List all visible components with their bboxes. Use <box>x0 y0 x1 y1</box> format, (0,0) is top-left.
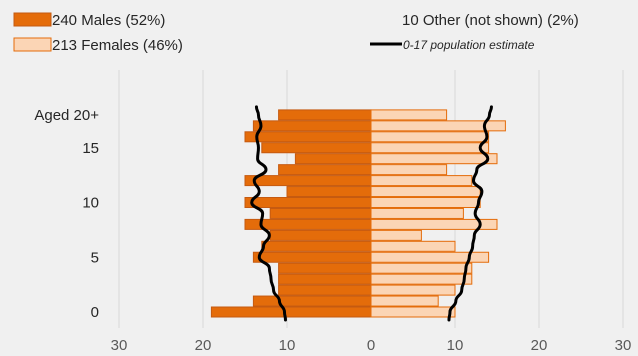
bar-male-4 <box>278 262 372 274</box>
bar-male-2 <box>278 284 372 296</box>
bar-male-15 <box>261 142 372 154</box>
bar-female-10 <box>370 197 481 208</box>
bar-female-3 <box>370 273 473 285</box>
estimate-line-male <box>250 105 287 322</box>
bar-female-8 <box>370 218 498 230</box>
legend-label-estimate: 0-17 population estimate <box>403 38 535 52</box>
bar-male-3 <box>278 273 372 285</box>
legend-label-other: 10 Other (not shown) (2%) <box>402 12 579 29</box>
bar-male-12 <box>244 175 372 187</box>
bar-female-6 <box>370 240 456 252</box>
population-estimate-lines <box>250 105 493 322</box>
bar-female-5 <box>370 251 490 263</box>
age-axis-labels: 0 5 10 15 Aged 20+ <box>34 107 99 321</box>
bar-female-1 <box>370 295 439 307</box>
bar-female-15 <box>370 142 490 154</box>
bar-female-7 <box>370 229 422 241</box>
bar-male-17 <box>252 120 372 132</box>
bar-female-4 <box>370 262 473 274</box>
legend-label-females: 213 Females (46%) <box>52 37 183 54</box>
bar-female-13 <box>370 164 448 176</box>
age-tick-0: 0 <box>91 304 99 321</box>
bar-female-17 <box>370 120 506 132</box>
x-tick-4: 10 <box>447 337 464 354</box>
estimate-line-female <box>447 105 493 322</box>
bar-female-9 <box>370 207 464 219</box>
x-tick-1: 20 <box>195 337 212 354</box>
age-tick-5: 5 <box>91 249 99 266</box>
bar-male-13 <box>278 164 372 176</box>
legend-swatch-males <box>13 12 52 27</box>
age-tick-15: 15 <box>82 140 99 157</box>
bar-female-14 <box>370 153 498 165</box>
bar-female-Aged-20+ <box>370 109 448 121</box>
x-tick-2: 10 <box>279 337 296 354</box>
bar-male-7 <box>269 229 372 241</box>
legend-swatch-females <box>13 37 52 52</box>
x-tick-3: 0 <box>367 337 375 354</box>
male-bars <box>210 109 372 318</box>
bar-female-12 <box>370 175 473 187</box>
x-tick-6: 30 <box>615 337 632 354</box>
legend-label-males: 240 Males (52%) <box>52 12 165 29</box>
bar-female-2 <box>370 284 456 296</box>
bar-male-0 <box>210 306 372 318</box>
bar-female-16 <box>370 131 490 143</box>
bar-female-0 <box>370 306 456 318</box>
bar-male-11 <box>286 186 372 198</box>
bar-male-6 <box>261 240 372 252</box>
bar-male-16 <box>244 131 372 143</box>
bar-male-14 <box>294 153 372 165</box>
bar-male-10 <box>244 197 372 208</box>
bar-male-5 <box>252 251 372 263</box>
female-bars <box>370 109 506 318</box>
age-tick-10: 10 <box>82 195 99 212</box>
bar-female-11 <box>370 186 481 198</box>
bar-male-1 <box>252 295 372 307</box>
count-axis-labels: 30 20 10 0 10 20 30 <box>111 337 632 354</box>
age-tick-Aged-20plus: Aged 20+ <box>34 107 99 124</box>
bar-male-Aged-20+ <box>278 109 372 121</box>
x-tick-0: 30 <box>111 337 128 354</box>
bar-male-9 <box>269 207 372 219</box>
x-tick-5: 20 <box>531 337 548 354</box>
legend: 240 Males (52%) 213 Females (46%) 10 Oth… <box>13 12 579 54</box>
